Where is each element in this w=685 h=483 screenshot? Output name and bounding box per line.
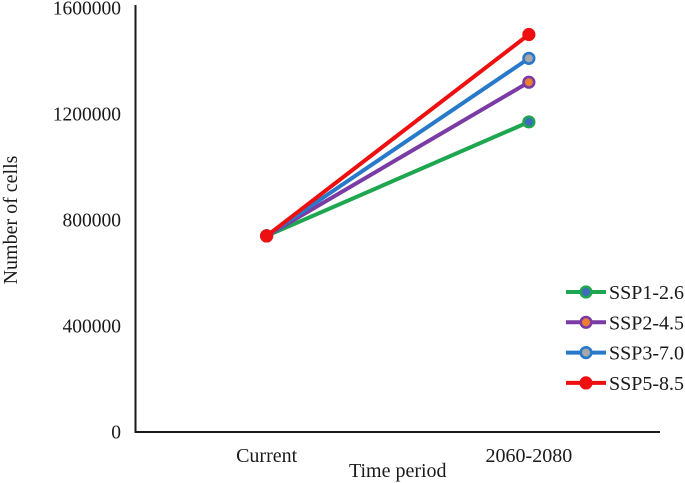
y-axis-title: Number of cells bbox=[0, 155, 22, 284]
legend-label: SSP3-7.0 bbox=[609, 343, 684, 365]
x-tick-label: 2060-2080 bbox=[486, 445, 573, 467]
data-point-marker bbox=[522, 27, 536, 42]
legend-label: SSP1-2.6 bbox=[609, 282, 684, 304]
x-axis-title: Time period bbox=[349, 460, 447, 482]
data-point-marker bbox=[522, 115, 536, 129]
y-tick-label: 800000 bbox=[63, 211, 122, 232]
legend-marker bbox=[579, 346, 593, 360]
legend-label: SSP5-8.5 bbox=[609, 373, 684, 395]
legend-marker bbox=[579, 285, 593, 299]
series-line bbox=[264, 80, 531, 238]
y-tick-label: 1200000 bbox=[53, 105, 121, 126]
legend-marker bbox=[579, 376, 593, 390]
y-tick-label: 0 bbox=[111, 423, 121, 444]
data-point-marker bbox=[522, 51, 536, 65]
series-line bbox=[264, 56, 531, 238]
series-line bbox=[264, 32, 531, 238]
data-point-marker bbox=[522, 75, 536, 89]
series-line bbox=[264, 119, 531, 238]
y-tick-label: 1600000 bbox=[53, 0, 121, 20]
data-point-marker bbox=[260, 229, 274, 243]
legend-marker bbox=[579, 315, 593, 329]
y-tick-label: 400000 bbox=[63, 317, 122, 338]
legend-label: SSP2-4.5 bbox=[609, 312, 684, 334]
x-tick-label: Current bbox=[236, 445, 298, 467]
